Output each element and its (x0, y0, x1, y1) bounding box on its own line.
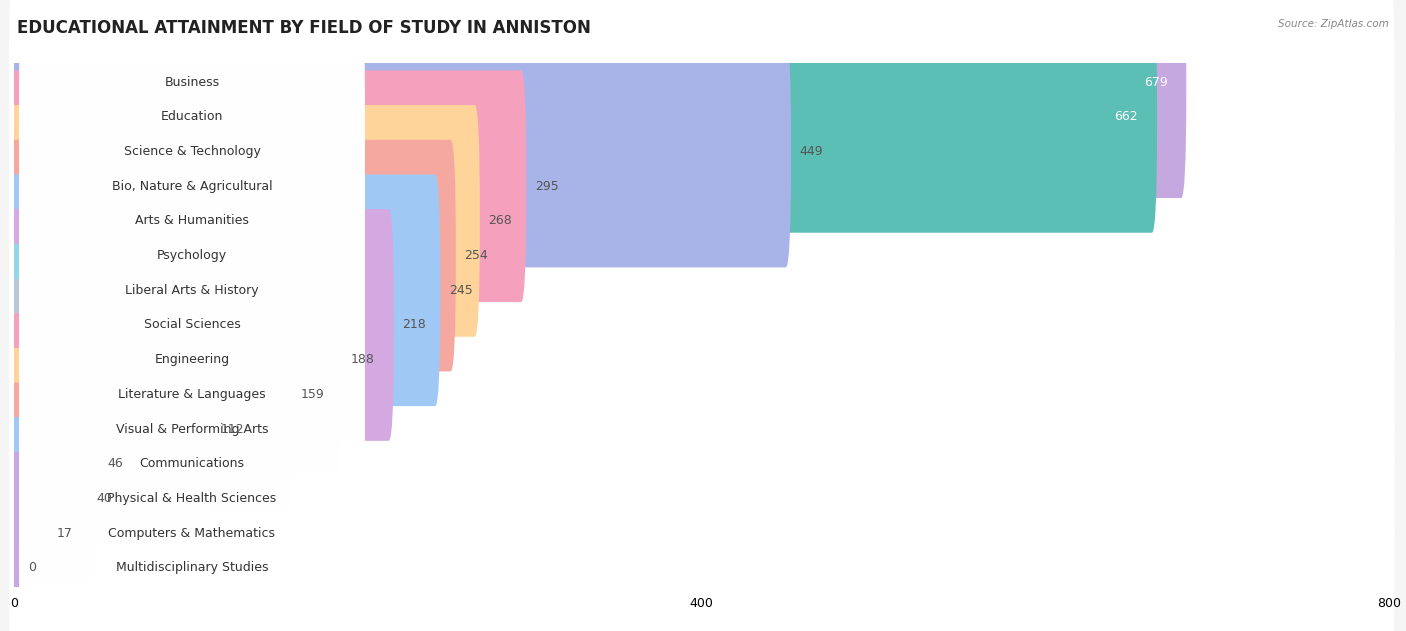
Text: Literature & Languages: Literature & Languages (118, 388, 266, 401)
FancyBboxPatch shape (8, 139, 1395, 372)
Text: Engineering: Engineering (155, 353, 229, 366)
Text: Multidisciplinary Studies: Multidisciplinary Studies (115, 561, 269, 574)
FancyBboxPatch shape (20, 314, 364, 545)
Text: Social Sciences: Social Sciences (143, 319, 240, 331)
Text: Psychology: Psychology (157, 249, 226, 262)
FancyBboxPatch shape (20, 0, 364, 198)
FancyBboxPatch shape (8, 1, 1395, 233)
Text: Communications: Communications (139, 457, 245, 470)
Text: Bio, Nature & Agricultural: Bio, Nature & Agricultural (111, 180, 273, 192)
FancyBboxPatch shape (8, 0, 1187, 198)
Text: 159: 159 (301, 388, 325, 401)
FancyBboxPatch shape (8, 209, 394, 441)
FancyBboxPatch shape (8, 174, 1395, 406)
Text: Visual & Performing Arts: Visual & Performing Arts (115, 423, 269, 435)
Text: 112: 112 (221, 423, 245, 435)
FancyBboxPatch shape (8, 0, 1395, 198)
FancyBboxPatch shape (8, 71, 1395, 302)
FancyBboxPatch shape (8, 452, 45, 631)
FancyBboxPatch shape (20, 452, 364, 631)
FancyBboxPatch shape (8, 36, 792, 268)
Text: 268: 268 (488, 215, 512, 227)
FancyBboxPatch shape (8, 278, 1395, 510)
Text: EDUCATIONAL ATTAINMENT BY FIELD OF STUDY IN ANNISTON: EDUCATIONAL ATTAINMENT BY FIELD OF STUDY… (17, 19, 591, 37)
FancyBboxPatch shape (20, 105, 364, 336)
FancyBboxPatch shape (8, 348, 1395, 579)
FancyBboxPatch shape (8, 71, 526, 302)
Text: 17: 17 (58, 527, 73, 540)
Text: 662: 662 (1115, 110, 1139, 123)
FancyBboxPatch shape (20, 71, 364, 302)
FancyBboxPatch shape (20, 383, 364, 613)
FancyBboxPatch shape (8, 278, 292, 510)
FancyBboxPatch shape (8, 382, 1395, 614)
FancyBboxPatch shape (20, 348, 364, 579)
Text: 295: 295 (534, 180, 558, 192)
Text: Computers & Mathematics: Computers & Mathematics (108, 527, 276, 540)
Text: Source: ZipAtlas.com: Source: ZipAtlas.com (1278, 19, 1389, 29)
FancyBboxPatch shape (8, 1, 1157, 233)
Text: Education: Education (160, 110, 224, 123)
FancyBboxPatch shape (20, 175, 364, 406)
FancyBboxPatch shape (8, 244, 342, 476)
Text: Business: Business (165, 76, 219, 89)
FancyBboxPatch shape (8, 417, 1395, 631)
FancyBboxPatch shape (8, 348, 98, 579)
FancyBboxPatch shape (8, 313, 212, 545)
FancyBboxPatch shape (8, 382, 89, 614)
Text: Physical & Health Sciences: Physical & Health Sciences (107, 492, 277, 505)
FancyBboxPatch shape (8, 36, 1395, 268)
FancyBboxPatch shape (20, 37, 364, 267)
Text: 449: 449 (800, 145, 823, 158)
Text: 218: 218 (402, 319, 426, 331)
Text: Science & Technology: Science & Technology (124, 145, 260, 158)
Text: 679: 679 (1143, 76, 1167, 89)
FancyBboxPatch shape (8, 174, 440, 406)
Text: 0: 0 (28, 561, 35, 574)
Text: Liberal Arts & History: Liberal Arts & History (125, 284, 259, 297)
FancyBboxPatch shape (20, 209, 364, 440)
Text: 188: 188 (352, 353, 375, 366)
FancyBboxPatch shape (8, 105, 479, 337)
Text: Arts & Humanities: Arts & Humanities (135, 215, 249, 227)
Text: 254: 254 (464, 249, 488, 262)
FancyBboxPatch shape (8, 417, 48, 631)
FancyBboxPatch shape (8, 313, 1395, 545)
Text: 40: 40 (97, 492, 112, 505)
FancyBboxPatch shape (8, 139, 456, 372)
FancyBboxPatch shape (20, 244, 364, 475)
FancyBboxPatch shape (8, 105, 1395, 337)
FancyBboxPatch shape (20, 279, 364, 510)
FancyBboxPatch shape (8, 209, 1395, 441)
FancyBboxPatch shape (20, 140, 364, 371)
FancyBboxPatch shape (20, 418, 364, 631)
FancyBboxPatch shape (20, 2, 364, 232)
FancyBboxPatch shape (8, 244, 1395, 476)
Text: 46: 46 (107, 457, 122, 470)
Text: 245: 245 (449, 284, 472, 297)
FancyBboxPatch shape (8, 452, 1395, 631)
